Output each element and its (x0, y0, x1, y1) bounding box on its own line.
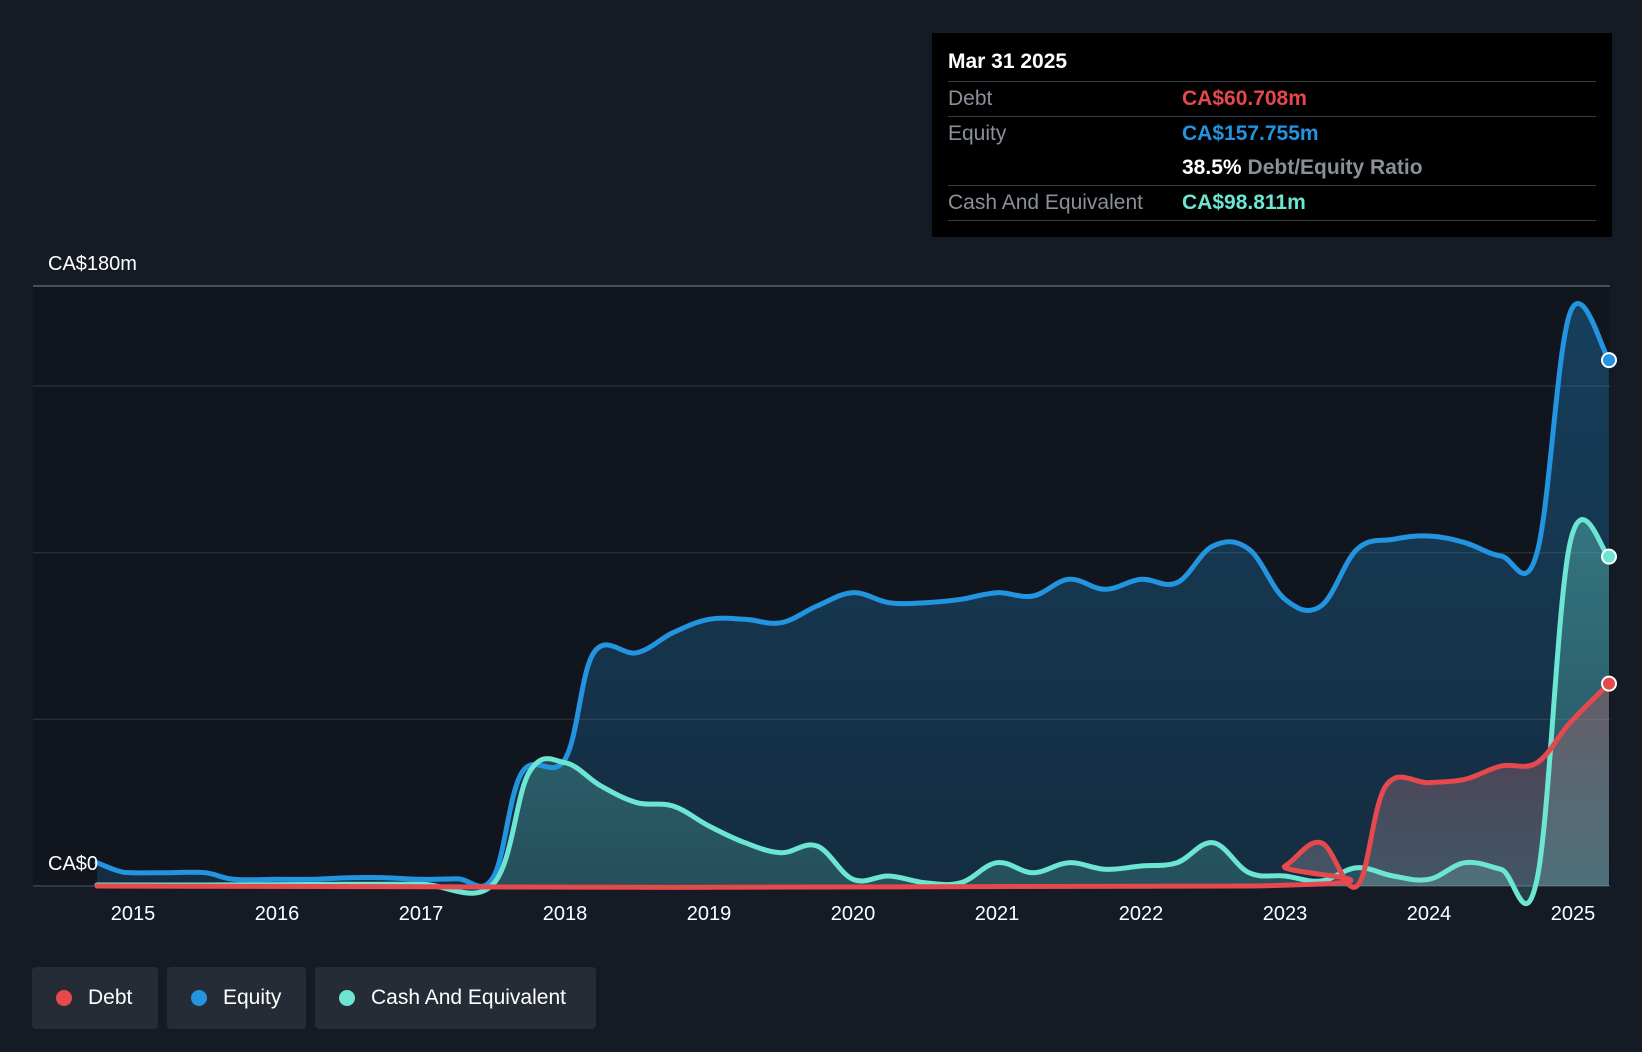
equity-end-point[interactable] (1601, 352, 1617, 369)
x-tick-label: 2020 (831, 903, 876, 925)
legend-item-cash[interactable]: Cash And Equivalent (315, 967, 596, 1029)
tooltip-equity-value: CA$157.755m (1182, 122, 1319, 145)
x-tick-label: 2018 (543, 903, 588, 925)
x-tick-label: 2016 (255, 903, 300, 925)
x-tick-label: 2015 (111, 903, 156, 925)
tooltip-ratio-value: 38.5% (1182, 156, 1242, 179)
legend-item-equity[interactable]: Equity (167, 967, 306, 1029)
debt-dot-icon (56, 990, 72, 1006)
legend-item-debt[interactable]: Debt (32, 967, 158, 1029)
tooltip-debt-label: Debt (948, 87, 993, 110)
legend-equity-label: Equity (223, 986, 282, 1009)
legend-cash-label: Cash And Equivalent (371, 986, 566, 1009)
y-axis-bottom-label: CA$0 (48, 853, 98, 875)
x-tick-label: 2025 (1551, 903, 1596, 925)
y-axis-top-label: CA$180m (48, 253, 137, 275)
tooltip-cash-value: CA$98.811m (1182, 191, 1306, 214)
debt-end-point[interactable] (1601, 675, 1617, 692)
legend-debt-label: Debt (88, 986, 133, 1009)
equity-dot-icon (191, 990, 207, 1006)
tooltip-equity-row: Equity CA$157.755m (948, 117, 1596, 151)
x-tick-label: 2021 (975, 903, 1020, 925)
x-tick-label: 2017 (399, 903, 444, 925)
x-tick-label: 2023 (1263, 903, 1308, 925)
cash-and-equivalent-line[interactable] (94, 517, 1612, 907)
x-tick-label: 2024 (1407, 903, 1452, 925)
cash-dot-icon (339, 990, 355, 1006)
tooltip-ratio-label: Debt/Equity Ratio (1247, 156, 1423, 179)
x-tick-label: 2022 (1119, 903, 1164, 925)
legend: Debt Equity Cash And Equivalent (32, 967, 596, 1029)
debt-line[interactable] (94, 681, 1612, 891)
tooltip-date: Mar 31 2025 (948, 47, 1596, 82)
tooltip-panel: Mar 31 2025 Debt CA$60.708m Equity CA$15… (932, 33, 1612, 237)
tooltip-ratio-row: 38.5% Debt/Equity Ratio (948, 151, 1596, 186)
x-tick-label: 2019 (687, 903, 732, 925)
tooltip-debt-row: Debt CA$60.708m (948, 82, 1596, 117)
tooltip-cash-row: Cash And Equivalent CA$98.811m (948, 186, 1596, 221)
tooltip-cash-label: Cash And Equivalent (948, 191, 1143, 214)
cash-and-equivalent-end-point[interactable] (1601, 548, 1617, 565)
tooltip-debt-value: CA$60.708m (1182, 87, 1307, 110)
equity-line[interactable] (94, 301, 1612, 889)
tooltip-equity-label: Equity (948, 122, 1007, 145)
